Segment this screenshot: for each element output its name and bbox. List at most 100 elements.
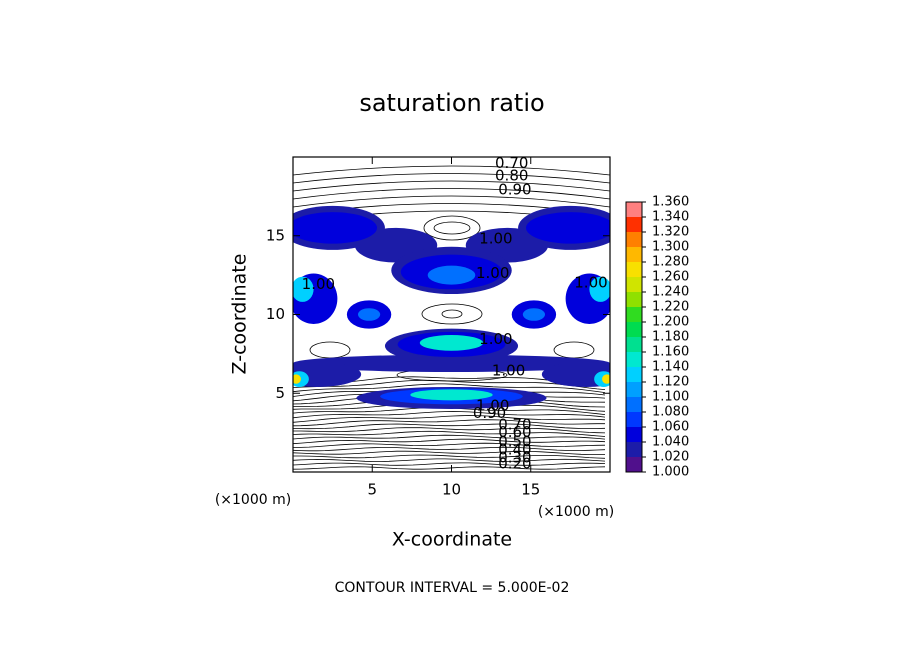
x-tick-label: 10: [442, 481, 461, 499]
contour-line: [441, 309, 463, 319]
filled-region: [293, 361, 362, 387]
colorbar-label: 1.000: [652, 465, 689, 480]
colorbar-label: 1.340: [652, 210, 689, 225]
colorbar-label: 1.180: [652, 330, 689, 345]
colorbar-band: [626, 217, 642, 232]
contour-line: [423, 215, 481, 241]
colorbar-label: 1.200: [652, 315, 689, 330]
contour-line: [293, 450, 606, 455]
colorbar-band: [626, 247, 642, 262]
colorbar-band: [626, 277, 642, 292]
colorbar-label: 1.140: [652, 360, 689, 375]
chart-title: saturation ratio: [359, 89, 544, 117]
contour-label: 0.70: [498, 415, 531, 433]
contour-line: [293, 188, 610, 200]
filled-region: [589, 276, 610, 302]
contour-label: 1.00: [476, 396, 509, 414]
contour-label: 1.00: [492, 362, 525, 380]
x-unit: (×1000 m): [538, 504, 614, 520]
colorbar-label: 1.160: [652, 345, 689, 360]
contour-line: [293, 415, 606, 423]
x-axis-label: X-coordinate: [392, 529, 512, 551]
colorbar-label: 1.260: [652, 270, 689, 285]
colorbar-label: 1.040: [652, 435, 689, 450]
contour-label: 1.00: [479, 330, 512, 348]
contour-line: [293, 430, 606, 437]
filled-region: [293, 276, 314, 302]
contour-line: [293, 438, 606, 445]
contour-label: 0.50: [498, 433, 531, 451]
contour-line: [293, 446, 606, 452]
contour-line: [293, 423, 606, 430]
colorbar-band: [626, 262, 642, 277]
colorbar-band: [626, 337, 642, 352]
contour-label: 1.00: [476, 264, 509, 282]
colorbar-band: [626, 427, 642, 442]
filled-region: [293, 212, 377, 244]
contour-label: 0.70: [495, 154, 528, 172]
contour-line: [293, 458, 606, 462]
contour-label: 0.30: [498, 448, 531, 466]
contour-line: [293, 165, 610, 176]
contour-line: [293, 442, 606, 448]
colorbar-label: 1.360: [652, 195, 689, 210]
contour-line: [553, 341, 595, 359]
contour-line: [293, 411, 606, 419]
plot-area: [293, 165, 610, 470]
filled-region: [526, 212, 610, 244]
contour-label: 0.20: [498, 455, 531, 473]
filled-region: [602, 374, 610, 384]
y-tick-label: 10: [266, 305, 285, 323]
filled-region: [357, 308, 381, 321]
y-axis-label: Z-coordinate: [229, 254, 251, 375]
x-tick-label: 15: [521, 481, 540, 499]
colorbar-band: [626, 412, 642, 427]
contour-line: [309, 341, 351, 359]
colorbar-band: [626, 367, 642, 382]
colorbar-label: 1.120: [652, 375, 689, 390]
filled-region: [419, 334, 484, 351]
filled-region: [427, 265, 476, 285]
y-tick-label: 5: [275, 384, 285, 402]
colorbar-label: 1.240: [652, 285, 689, 300]
contour-line: [293, 419, 605, 427]
colorbar-label: 1.020: [652, 450, 689, 465]
colorbar-label: 1.280: [652, 255, 689, 270]
colorbar-band: [626, 322, 642, 337]
contour-label: 1.00: [479, 229, 512, 247]
filled-region: [522, 308, 546, 321]
contour-line: [293, 180, 610, 192]
contour-label: 0.60: [498, 423, 531, 441]
contour-line: [293, 466, 606, 470]
filled-region: [293, 374, 301, 384]
colorbar-band: [626, 457, 642, 472]
colorbar-band: [626, 292, 642, 307]
contour-line: [293, 454, 606, 459]
x-tick-label: 5: [367, 481, 377, 499]
footer: CONTOUR INTERVAL = 5.000E-02: [335, 580, 570, 596]
colorbar-label: 1.300: [652, 240, 689, 255]
colorbar-band: [626, 442, 642, 457]
contour-label: 0.90: [498, 181, 531, 199]
contour-label: 1.00: [302, 275, 335, 293]
colorbar-band: [626, 352, 642, 367]
contour-line: [421, 303, 483, 325]
contour-line: [293, 173, 610, 184]
colorbar-band: [626, 202, 642, 217]
contour-line: [293, 462, 606, 466]
contour-line: [293, 434, 606, 440]
y-tick-label: 15: [266, 226, 285, 244]
colorbar-label: 1.060: [652, 420, 689, 435]
y-unit: (×1000 m): [215, 492, 291, 508]
colorbar-label: 1.320: [652, 225, 689, 240]
colorbar-band: [626, 307, 642, 322]
colorbar-band: [626, 397, 642, 412]
colorbar-label: 1.080: [652, 405, 689, 420]
contour-line: [433, 221, 471, 235]
colorbar-band: [626, 232, 642, 247]
filled-region: [293, 354, 610, 372]
colorbar-label: 1.100: [652, 390, 689, 405]
contour-label: 0.80: [495, 166, 528, 184]
colorbar-label: 1.220: [652, 300, 689, 315]
